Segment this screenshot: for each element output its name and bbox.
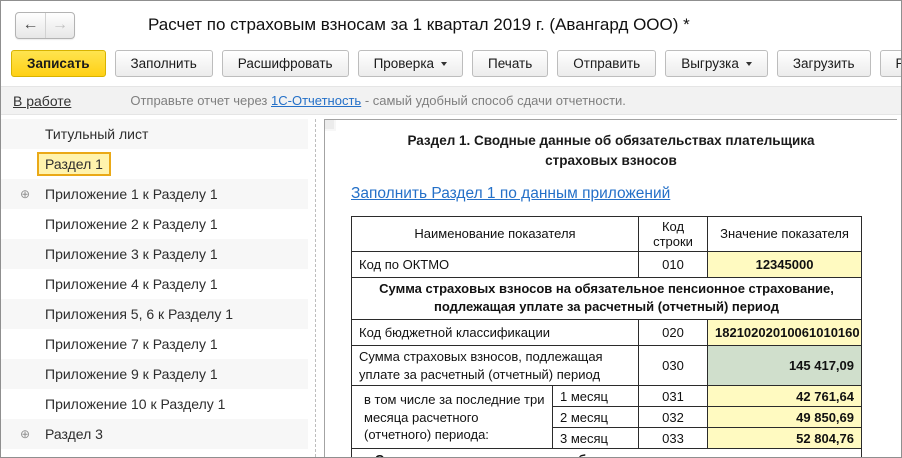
sidebar-item-label: Приложение 2 к Разделу 1 xyxy=(45,216,218,232)
total-code: 030 xyxy=(638,345,709,387)
month3-value-field[interactable]: 52 804,76 xyxy=(707,427,863,450)
promo-text-before: Отправьте отчет через xyxy=(130,93,272,108)
table-row-month3: 3 месяц 033 52 804,76 xyxy=(352,427,863,450)
total-label: Сумма страховых взносов, подлежащая упла… xyxy=(350,345,640,387)
form-panel: Раздел 1. Сводные данные об обязательств… xyxy=(324,119,897,457)
load-button[interactable]: Загрузить xyxy=(776,50,871,77)
sidebar-item-appendix7[interactable]: Приложение 7 к Разделу 1 xyxy=(1,329,308,359)
sidebar-item-appendix1[interactable]: ⊕ Приложение 1 к Разделу 1 xyxy=(1,179,308,209)
column-header-name: Наименование показателя xyxy=(350,215,640,252)
month2-label: 2 месяц xyxy=(551,406,640,429)
kbk-value-field[interactable]: 18210202010061010160 xyxy=(707,319,863,347)
column-header-value: Значение показателя xyxy=(707,215,863,252)
status-bar: В работе Отправьте отчет через 1С-Отчетн… xyxy=(1,86,901,115)
kbk-label: Код бюджетной классификации xyxy=(350,319,640,347)
sidebar-item-appendix10[interactable]: Приложение 10 к Разделу 1 xyxy=(1,389,308,419)
sidebar-item-section3[interactable]: ⊕ Раздел 3 xyxy=(1,419,308,449)
back-icon[interactable]: ← xyxy=(22,16,39,33)
month3-label: 3 месяц xyxy=(551,427,640,450)
month1-value-field[interactable]: 42 761,64 xyxy=(707,385,863,408)
sidebar-item-label: Приложение 10 к Разделу 1 xyxy=(45,396,226,412)
promo-text-after: - самый удобный способ сдачи отчетности. xyxy=(361,93,626,108)
registry-button[interactable]: Реестр xyxy=(879,50,901,77)
oktmo-value-field[interactable]: 12345000 xyxy=(707,250,863,278)
months-group-label: в том числе за последние три месяца расч… xyxy=(351,385,553,450)
sidebar-item-title-page[interactable]: Титульный лист xyxy=(1,119,308,149)
chevron-down-icon xyxy=(745,62,752,66)
pension-section-label: Сумма страховых взносов на обязательное … xyxy=(350,276,863,321)
section-heading-line2: страховых взносов xyxy=(545,153,677,169)
sidebar-item-label: Титульный лист xyxy=(45,126,149,142)
medical-section-label: Сумма страховых взносов на обязательное … xyxy=(350,448,863,457)
month2-value-field[interactable]: 49 850,69 xyxy=(707,406,863,429)
sidebar-item-label: Приложение 3 к Разделу 1 xyxy=(45,246,218,262)
table-header-row: Наименование показателя Код строки Значе… xyxy=(350,215,863,252)
sidebar-item-label-selected: Раздел 1 xyxy=(37,152,111,176)
oktmo-label: Код по ОКТМО xyxy=(350,250,640,278)
send-button[interactable]: Отправить xyxy=(557,50,657,77)
sidebar-item-label: Приложение 7 к Разделу 1 xyxy=(45,336,218,352)
total-value-field[interactable]: 145 417,09 xyxy=(707,345,863,387)
sidebar-item-label: Приложение 4 к Разделу 1 xyxy=(45,276,218,292)
table-row-total: Сумма страховых взносов, подлежащая упла… xyxy=(350,345,863,387)
table-row-kbk: Код бюджетной классификации 020 18210202… xyxy=(350,319,863,347)
month2-code: 032 xyxy=(638,406,709,429)
promo-text: Отправьте отчет через 1С-Отчетность - са… xyxy=(130,93,626,108)
content-area: Титульный лист Раздел 1 ⊕ Приложение 1 к… xyxy=(1,115,901,457)
report-table: Наименование показателя Код строки Значе… xyxy=(350,215,863,457)
toolbar: Записать Заполнить Расшифровать Проверка… xyxy=(1,49,901,86)
window-header: ← → Расчет по страховым взносам за 1 ква… xyxy=(1,1,901,49)
sidebar-item-appendix4[interactable]: Приложение 4 к Разделу 1 xyxy=(1,269,308,299)
sidebar-item-label: Приложение 1 к Разделу 1 xyxy=(45,186,218,202)
export-button-label: Выгрузка xyxy=(681,56,739,71)
month1-code: 031 xyxy=(638,385,709,408)
expand-icon[interactable]: ⊕ xyxy=(20,187,31,201)
decrypt-button[interactable]: Расшифровать xyxy=(221,50,349,77)
check-menu-button[interactable]: Проверка xyxy=(357,50,464,77)
save-button[interactable]: Записать xyxy=(11,50,106,77)
sidebar-item-appendix3[interactable]: Приложение 3 к Разделу 1 xyxy=(1,239,308,269)
sidebar-item-appendix9[interactable]: Приложение 9 к Разделу 1 xyxy=(1,359,308,389)
sidebar-item-label: Приложения 5, 6 к Разделу 1 xyxy=(45,306,234,322)
print-button[interactable]: Печать xyxy=(472,50,549,77)
history-nav-group: ← → xyxy=(15,11,75,39)
section-heading-line1: Раздел 1. Сводные данные об обязательств… xyxy=(407,133,815,148)
sidebar-item-section1[interactable]: Раздел 1 xyxy=(1,149,308,179)
kbk-code: 020 xyxy=(638,319,709,347)
oktmo-code: 010 xyxy=(638,250,709,278)
table-row-oktmo: Код по ОКТМО 010 12345000 xyxy=(350,250,863,278)
column-header-code: Код строки xyxy=(638,215,709,252)
table-row-month2: 2 месяц 032 49 850,69 xyxy=(352,406,863,429)
status-link[interactable]: В работе xyxy=(13,92,72,109)
export-menu-button[interactable]: Выгрузка xyxy=(665,50,768,77)
sidebar-splitter[interactable] xyxy=(315,119,324,457)
fill-section1-link[interactable]: Заполнить Раздел 1 по данным приложений xyxy=(351,184,671,202)
sidebar-item-label: Приложение 9 к Разделу 1 xyxy=(45,366,218,382)
form-corner-marker xyxy=(325,120,336,131)
chevron-down-icon xyxy=(441,62,448,66)
section-sidebar: Титульный лист Раздел 1 ⊕ Приложение 1 к… xyxy=(1,119,308,457)
sidebar-item-label: Раздел 3 xyxy=(45,426,103,442)
sidebar-item-appendix2[interactable]: Приложение 2 к Разделу 1 xyxy=(1,209,308,239)
forward-icon[interactable]: → xyxy=(45,12,74,38)
month1-label: 1 месяц xyxy=(551,385,640,408)
expand-icon[interactable]: ⊕ xyxy=(20,427,31,441)
fill-button[interactable]: Заполнить xyxy=(114,50,213,77)
section-row-medical: Сумма страховых взносов на обязательное … xyxy=(350,448,863,457)
section-heading: Раздел 1. Сводные данные об обязательств… xyxy=(325,131,897,172)
1c-reporting-link[interactable]: 1С-Отчетность xyxy=(271,93,362,108)
sidebar-item-appendix5-6[interactable]: Приложения 5, 6 к Разделу 1 xyxy=(1,299,308,329)
page-title: Расчет по страховым взносам за 1 квартал… xyxy=(148,15,690,34)
table-row-month1: в том числе за последние три месяца расч… xyxy=(351,385,863,450)
section-row-pension: Сумма страховых взносов на обязательное … xyxy=(350,276,863,321)
check-button-label: Проверка xyxy=(373,56,435,71)
month3-code: 033 xyxy=(638,427,709,450)
